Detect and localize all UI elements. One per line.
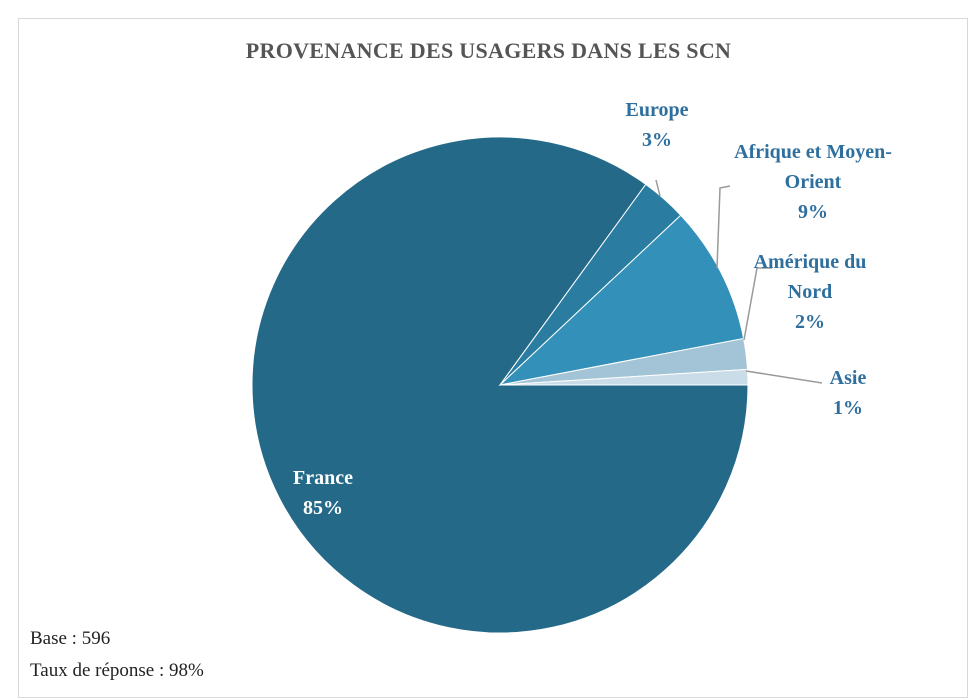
note: Taux de réponse : 98% bbox=[30, 660, 204, 681]
leader-line bbox=[716, 185, 731, 269]
note: Base : 596 bbox=[30, 628, 111, 649]
category-label: Afrique et Moyen-Orient bbox=[734, 141, 892, 193]
value-label: 85% bbox=[303, 497, 343, 519]
data-label: France 85% bbox=[263, 463, 383, 523]
pie-slice bbox=[499, 368, 749, 386]
value-label: 3% bbox=[642, 129, 672, 151]
value-label: 9% bbox=[798, 201, 828, 223]
pie-slice bbox=[251, 136, 749, 634]
category-label: Asie bbox=[829, 367, 867, 389]
category-label: France bbox=[293, 467, 353, 489]
leader-line bbox=[655, 179, 661, 197]
data-label: Asie 1% bbox=[798, 363, 898, 423]
leader-line bbox=[745, 370, 823, 384]
chart-title: PROVENANCE DES USAGERS DANS LES SCN bbox=[245, 38, 732, 63]
value-label: 1% bbox=[833, 397, 863, 419]
data-label: Afrique et Moyen-Orient 9% bbox=[728, 137, 898, 227]
pie-slice bbox=[498, 214, 745, 386]
pie bbox=[251, 136, 749, 634]
category-label: Europe bbox=[625, 99, 689, 121]
data-label: Amérique du Nord 2% bbox=[740, 247, 880, 337]
category-label: Amérique du Nord bbox=[753, 251, 867, 303]
leader-lines bbox=[655, 179, 823, 384]
data-label: Europe 3% bbox=[597, 95, 717, 155]
value-label: 2% bbox=[795, 311, 825, 333]
leader-line bbox=[743, 267, 772, 341]
